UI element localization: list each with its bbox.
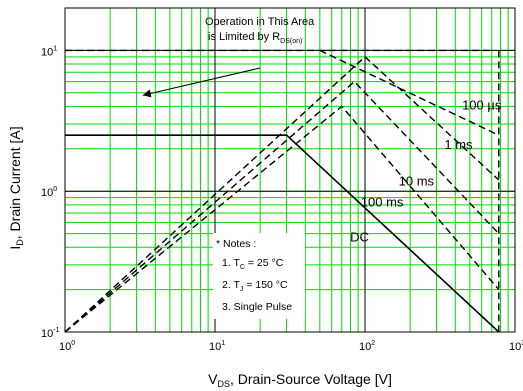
annotation-line1: Operation in This Area <box>205 16 315 28</box>
x-tick-base: 10 <box>509 341 521 353</box>
y-tick-exponent: 0 <box>53 186 57 193</box>
curve-label: 1 ms <box>444 137 473 152</box>
series-100-s <box>319 49 500 136</box>
annotation-arrow <box>142 67 261 98</box>
y-axis-label: ID, Drain Current [A] <box>7 126 25 249</box>
annotation-line2-text: is Limited by R <box>208 31 280 43</box>
notes-item-3: 3. Single Pulse <box>222 301 292 313</box>
notes-item-1: 1. TC = 25 °C <box>222 257 284 271</box>
y-tick-exponent: 1 <box>53 45 57 52</box>
x-tick-label: 103 <box>509 340 523 353</box>
tick-labels: 10010110210310110010-1 <box>41 45 523 353</box>
x-tick-exponent: 1 <box>221 340 225 347</box>
y-tick-label: 100 <box>41 186 57 199</box>
series-dc <box>65 134 500 333</box>
curve-label: 100 ms <box>361 194 404 209</box>
y-tick-label: 101 <box>41 45 57 58</box>
x-tick-exponent: 0 <box>71 340 75 347</box>
series-layer <box>64 49 500 333</box>
annotation-arrow-head <box>142 89 152 98</box>
x-tick-exponent: 3 <box>521 340 523 347</box>
notes-item-2: 2. TJ = 150 °C <box>222 279 288 293</box>
notes-box: * Notes : 1. TC = 25 °C 2. TJ = 150 °C 3… <box>213 233 305 319</box>
x-tick-exponent: 2 <box>371 340 375 347</box>
series-10-ms <box>64 80 500 333</box>
curve-label: DC <box>350 229 369 244</box>
y-tick-exponent: -1 <box>53 327 59 334</box>
curve-label: 100 µs <box>462 98 502 113</box>
x-tick-label: 102 <box>359 340 375 353</box>
grid <box>64 7 516 333</box>
annotation-line2-sub: DS(on) <box>280 38 302 45</box>
x-tick-base: 10 <box>359 341 371 353</box>
y-tick-base: 10 <box>41 46 53 58</box>
y-tick-base: 10 <box>41 328 53 340</box>
annotation-line2: is Limited by RDS(on) <box>208 31 302 45</box>
curve-labels: 100 µs 1 ms 10 ms 100 ms DC <box>350 98 502 245</box>
plot-frame <box>64 7 516 333</box>
x-tick-label: 100 <box>59 340 75 353</box>
y-tick-base: 10 <box>41 187 53 199</box>
series-100-ms <box>64 105 500 333</box>
notes-title: * Notes : <box>216 238 256 250</box>
x-tick-base: 10 <box>209 341 221 353</box>
series-1-ms <box>64 55 500 333</box>
x-tick-base: 10 <box>59 341 71 353</box>
x-tick-label: 101 <box>209 340 225 353</box>
x-axis-label: VDS, Drain-Source Voltage [V] <box>208 371 392 389</box>
y-tick-label: 10-1 <box>41 327 60 340</box>
notes-box-background <box>213 233 305 319</box>
curve-label: 10 ms <box>399 173 435 188</box>
annotation-arrow-shaft <box>142 67 261 96</box>
